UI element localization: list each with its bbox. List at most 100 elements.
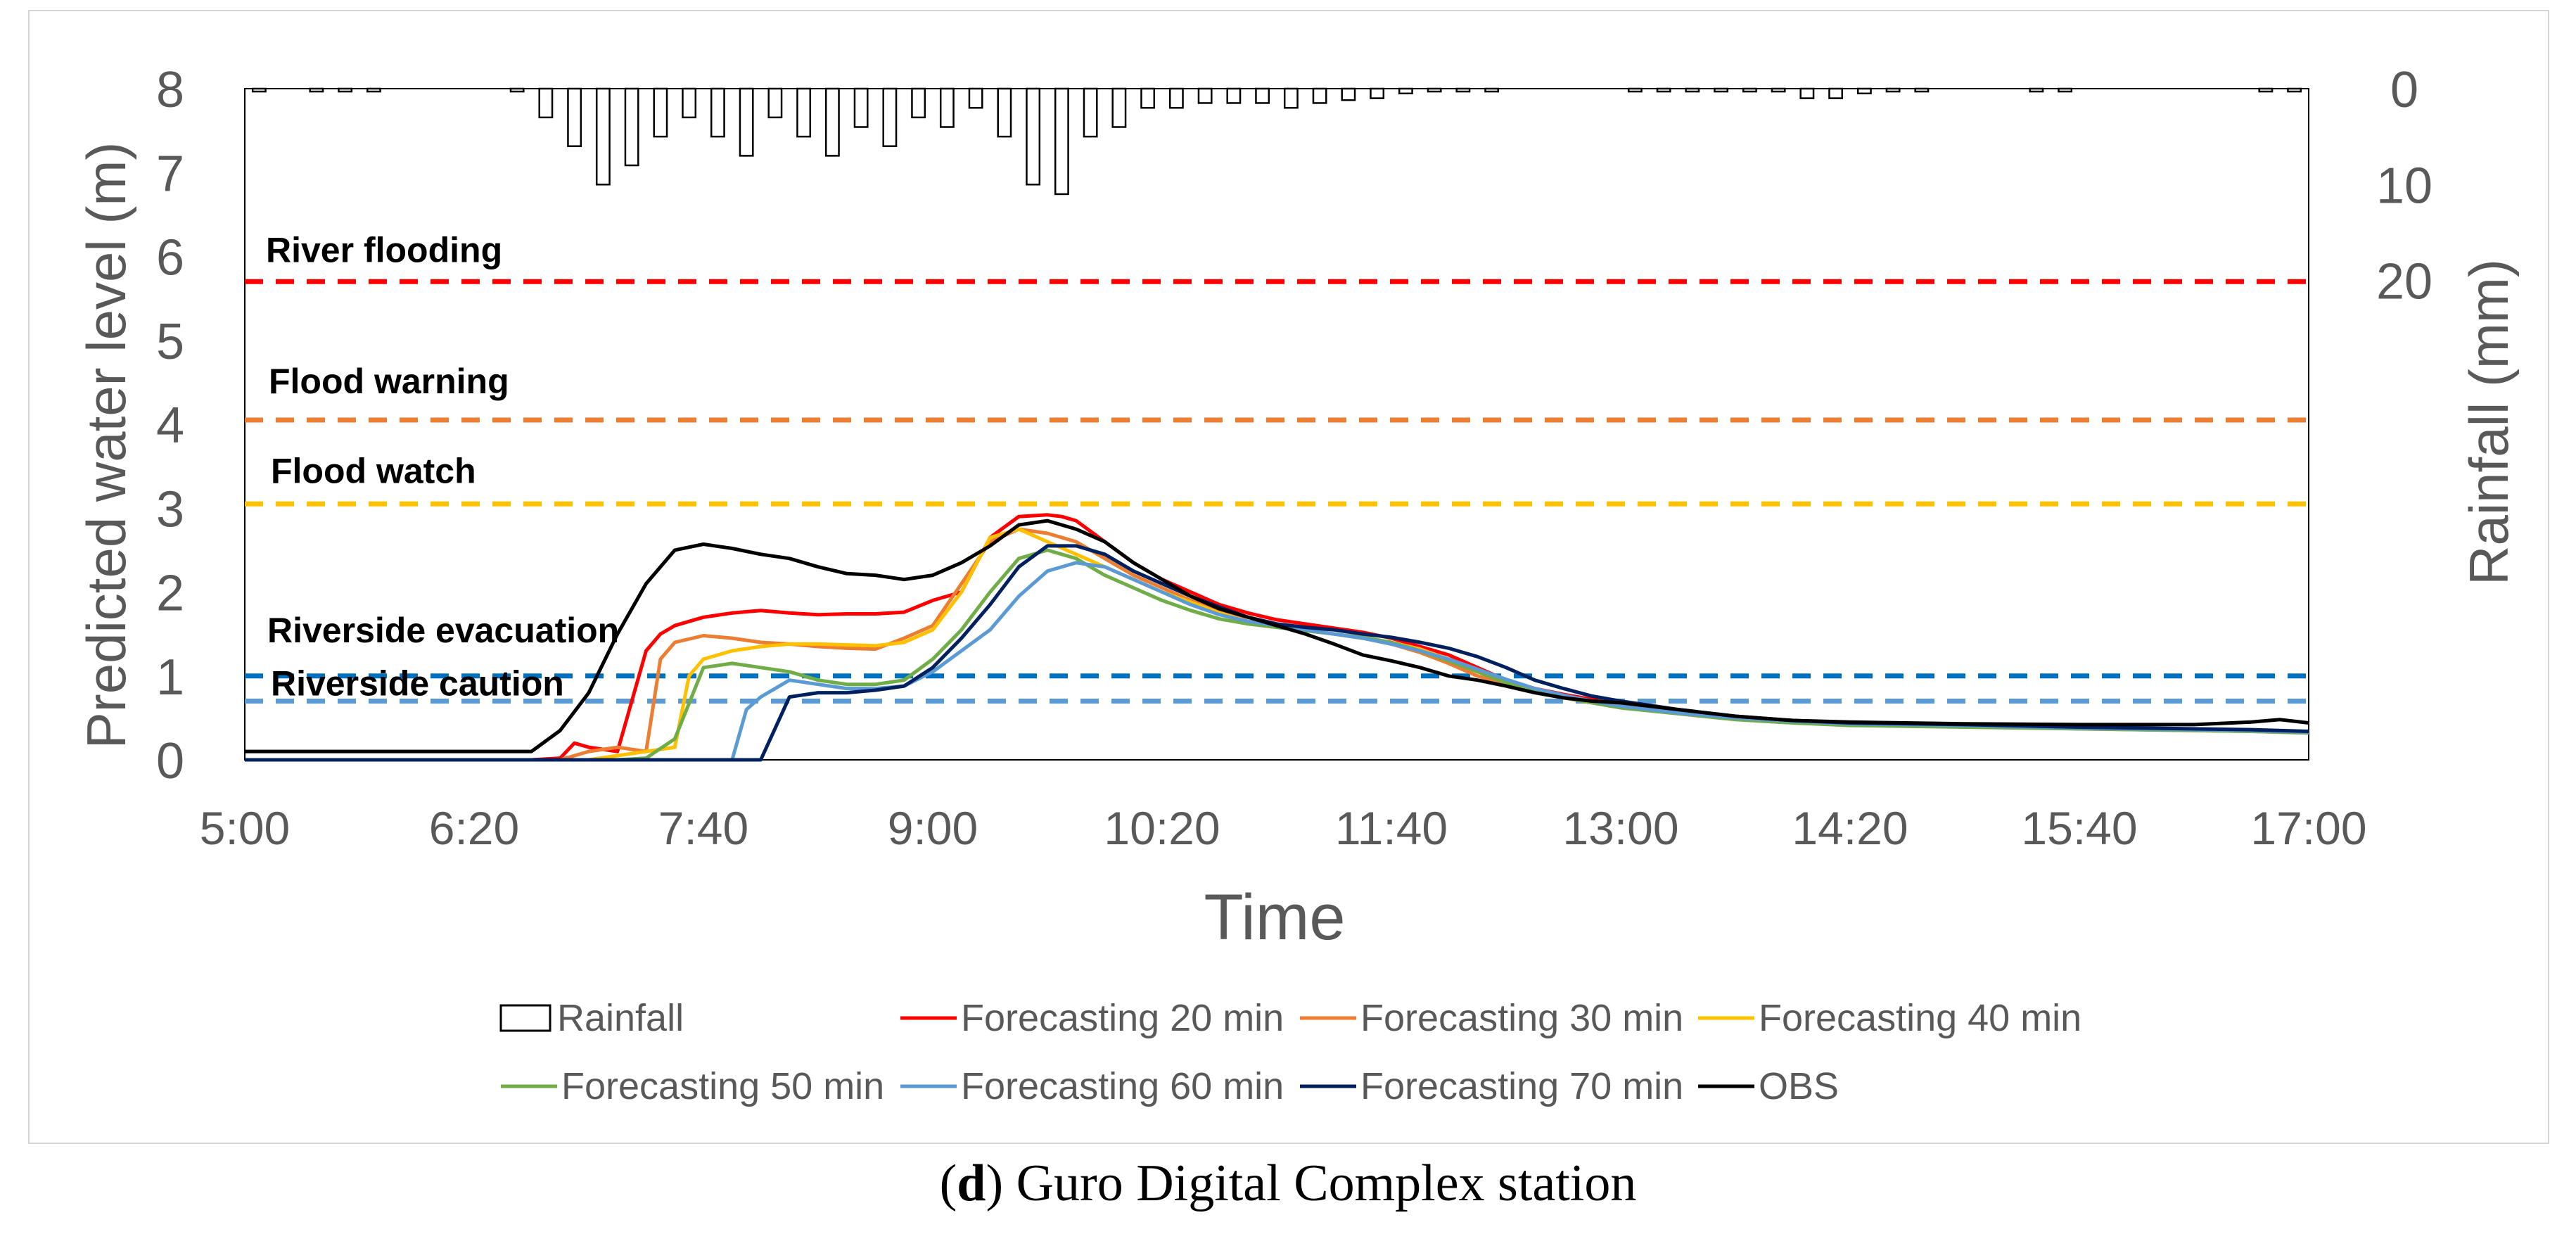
legend-swatch-rainfall xyxy=(499,1004,551,1032)
rainfall-bar xyxy=(1484,87,1500,93)
legend-label: Forecasting 20 min xyxy=(961,997,1284,1039)
y2-tick-label: 20 xyxy=(2376,254,2432,310)
y2-tick-label: 0 xyxy=(2390,62,2418,118)
plot-area xyxy=(244,88,2309,761)
x-tick-label: 17:00 xyxy=(2250,802,2366,854)
y-tick-label: 6 xyxy=(156,230,184,286)
rainfall-bar xyxy=(567,87,582,148)
rainfall-bar xyxy=(1140,87,1156,109)
rainfall-bar xyxy=(509,87,525,93)
rainfall-bar xyxy=(1714,87,1729,93)
legend-label: Forecasting 30 min xyxy=(1360,997,1683,1039)
rainfall-bar xyxy=(1111,87,1127,128)
rainfall-bar xyxy=(911,87,926,119)
y-tick-label: 5 xyxy=(156,314,184,370)
figure-frame xyxy=(28,10,2549,1144)
rainfall-bar xyxy=(653,87,668,138)
y-tick-label: 1 xyxy=(156,649,184,706)
y-tick-label: 3 xyxy=(156,481,184,538)
rainfall-bar xyxy=(1771,87,1786,93)
rainfall-bar xyxy=(2258,87,2274,93)
x-tick-label: 11:40 xyxy=(1335,802,1448,854)
rainfall-bar xyxy=(1656,87,1671,93)
x-tick-label: 6:20 xyxy=(429,802,519,854)
y-axis-title: Predicted water level (m) xyxy=(75,142,137,749)
x-tick-label: 15:40 xyxy=(2021,802,2137,854)
rainfall-bar xyxy=(1455,87,1471,93)
x-tick-label: 10:20 xyxy=(1104,802,1220,854)
y2-axis-title: Rainfall (mm) xyxy=(2458,259,2520,585)
x-tick-label: 14:20 xyxy=(1792,802,1908,854)
rainfall-bar xyxy=(824,87,840,157)
legend-label: Forecasting 70 min xyxy=(1360,1065,1683,1107)
rainfall-bar xyxy=(1168,87,1184,109)
caption-letter: d xyxy=(957,1155,986,1212)
legend-label: OBS xyxy=(1759,1065,1839,1107)
y-tick-label: 8 xyxy=(156,62,184,118)
rainfall-bar xyxy=(968,87,983,109)
rainfall-bar xyxy=(1054,87,1069,196)
rainfall-bar xyxy=(2287,87,2302,93)
y2-tick-label: 10 xyxy=(2376,158,2432,214)
threshold-label: Flood warning xyxy=(269,362,509,401)
rainfall-bar xyxy=(1370,87,1385,99)
rainfall-bar xyxy=(538,87,554,119)
rainfall-bar xyxy=(1026,87,1041,186)
threshold-label: Riverside evacuation xyxy=(267,611,619,650)
y-tick-label: 2 xyxy=(156,566,184,622)
threshold-label: Riverside caution xyxy=(271,664,564,704)
rainfall-bar xyxy=(1226,87,1242,104)
rainfall-bar xyxy=(1627,87,1643,93)
rainfall-bar xyxy=(1083,87,1098,138)
rainfall-bar xyxy=(882,87,898,148)
rainfall-bar xyxy=(1742,87,1757,93)
rainfall-bar xyxy=(1398,87,1413,95)
rainfall-bar xyxy=(338,87,353,93)
rainfall-bar xyxy=(767,87,783,119)
rainfall-bar xyxy=(710,87,725,138)
rainfall-bar xyxy=(2029,87,2044,93)
rainfall-bar xyxy=(1885,87,1901,93)
threshold-label: Flood watch xyxy=(271,451,476,490)
rainfall-bar xyxy=(1685,87,1700,93)
rainfall-bar xyxy=(1341,87,1356,101)
rainfall-bar xyxy=(682,87,697,119)
x-tick-label: 5:00 xyxy=(200,802,290,854)
legend-label: Rainfall xyxy=(557,997,684,1039)
legend-label: Forecasting 60 min xyxy=(961,1065,1284,1107)
y-tick-label: 7 xyxy=(156,146,184,202)
x-tick-label: 13:00 xyxy=(1562,802,1678,854)
rainfall-bar xyxy=(1197,87,1213,104)
rainfall-bar xyxy=(796,87,812,138)
rainfall-bar xyxy=(1427,87,1442,93)
x-axis-title: Time xyxy=(1204,882,1345,953)
figure-caption: (d) Guro Digital Complex station xyxy=(939,1155,1637,1212)
rainfall-bar xyxy=(624,87,639,167)
rainfall-bar xyxy=(1255,87,1270,104)
rainfall-bar xyxy=(1828,87,1844,99)
rainfall-bar xyxy=(939,87,955,128)
x-tick-label: 9:00 xyxy=(888,802,978,854)
rainfall-bar xyxy=(251,87,267,93)
rainfall-bar xyxy=(1283,87,1299,109)
threshold-label: River flooding xyxy=(266,230,502,269)
rainfall-bar xyxy=(309,87,324,93)
x-tick-label: 7:40 xyxy=(658,802,748,854)
rainfall-bar xyxy=(1914,87,1930,93)
series-line xyxy=(245,561,2309,762)
legend-label: Forecasting 40 min xyxy=(1759,997,2081,1039)
y-tick-label: 4 xyxy=(156,398,184,454)
series-line xyxy=(245,519,2309,754)
rainfall-bar xyxy=(997,87,1012,138)
y-tick-label: 0 xyxy=(156,733,184,789)
rainfall-bar xyxy=(366,87,381,93)
rainfall-bar xyxy=(739,87,754,157)
rainfall-bar xyxy=(1312,87,1327,104)
rainfall-bar xyxy=(2058,87,2073,93)
rainfall-bar xyxy=(595,87,611,186)
rainfall-bar xyxy=(1856,87,1872,95)
series-line xyxy=(245,548,2309,762)
rainfall-bar xyxy=(853,87,869,128)
caption-text: Guro Digital Complex station xyxy=(1003,1155,1637,1212)
